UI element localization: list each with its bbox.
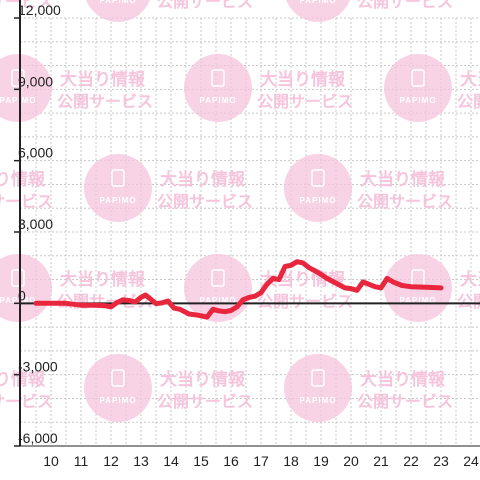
watermark-line1: 大当り情報 (460, 69, 480, 90)
label-layer: -6,000 -3,000 0 3,000 6,000 9,000 12,000 10 11 12… (18, 2, 479, 469)
watermark-circle (184, 254, 252, 322)
x-tick-label: 15 (193, 453, 209, 469)
watermark-line1: 大当り情報 (460, 269, 480, 290)
watermark-line2: 公開サービス (157, 192, 253, 211)
watermark-circle (84, 354, 152, 422)
y-tick-label: -6,000 (18, 430, 58, 446)
watermark-brand: PAPIMO (400, 96, 437, 105)
watermark-circle (86, 0, 150, 22)
watermark-circle (284, 354, 352, 422)
phone-icon (211, 269, 225, 287)
watermark-layer: PAPIMO大当り情報公開サービスPAPIMO大当り情報公開サービスPAPIMO… (0, 0, 480, 422)
y-tick-label: 3,000 (18, 216, 53, 232)
watermark-circle (384, 54, 452, 122)
phone-icon (11, 69, 25, 87)
phone-icon (111, 369, 125, 387)
x-tick-label: 22 (403, 453, 419, 469)
watermark-circle (84, 154, 152, 222)
x-tick-label: 11 (74, 453, 89, 469)
watermark-line1: 大当り情報 (360, 169, 446, 190)
watermark-line2: 公開サービス (0, 192, 53, 211)
watermark-line1: 大当り情報 (160, 369, 246, 390)
watermark-line1: 大当り情報 (60, 269, 146, 290)
watermark-brand: PAPIMO (100, 396, 137, 405)
x-tick-label: 14 (163, 453, 179, 469)
y-tick-label: 9,000 (18, 73, 53, 89)
series-line (33, 259, 444, 320)
watermark-line2: 公開サービス (357, 0, 453, 11)
watermark-brand: PAPIMO (200, 96, 237, 105)
watermark-line2: 公開サービス (357, 192, 453, 211)
phone-icon (211, 69, 225, 87)
watermark-line2: 公開サービス (457, 92, 480, 111)
watermark-circle (286, 0, 350, 22)
watermark-line2: 公開サービス (57, 92, 153, 111)
x-tick-label: 12 (103, 453, 119, 469)
x-tick-label: 23 (433, 453, 449, 469)
series-layer (33, 259, 444, 320)
phone-icon (411, 69, 425, 87)
x-tick-label: 20 (343, 453, 359, 469)
watermark-brand: PAPIMO (0, 96, 36, 105)
watermark-brand: PAPIMO (200, 296, 237, 305)
phone-icon (111, 169, 125, 187)
x-tick-label: 16 (223, 453, 239, 469)
watermark-line2: 公開サービス (257, 292, 353, 311)
watermark-brand: PAPIMO (300, 196, 337, 205)
x-tick-label: 24 (463, 453, 479, 469)
watermark-brand: PAPIMO (100, 0, 137, 5)
watermark-line1: 大当り情報 (0, 169, 46, 190)
watermark-circle (0, 254, 52, 322)
watermark-line1: 大当り情報 (360, 369, 446, 390)
watermark-line1: 大当り情報 (160, 169, 246, 190)
watermark-brand: PAPIMO (300, 0, 337, 5)
x-tick-label: 13 (133, 453, 149, 469)
watermark-line2: 公開サービス (157, 0, 253, 11)
x-tick-label: 18 (283, 453, 299, 469)
watermark-line2: 公開サービス (457, 292, 480, 311)
watermark-line2: 公開サービス (257, 92, 353, 111)
y-tick-label: -3,000 (18, 359, 58, 375)
x-tick-label: 19 (313, 453, 329, 469)
watermark-brand: PAPIMO (400, 296, 437, 305)
y-tick-label: 6,000 (18, 145, 53, 161)
phone-icon (11, 269, 25, 287)
phone-icon (311, 369, 325, 387)
watermark-circle (284, 154, 352, 222)
watermark-line2: 公開サービス (157, 392, 253, 411)
watermark-brand: PAPIMO (0, 296, 36, 305)
watermark-line2: 公開サービス (0, 392, 53, 411)
watermark-line1: 大当り情報 (260, 69, 346, 90)
y-tick-label: 12,000 (18, 2, 61, 18)
y-tick-label: 0 (18, 287, 26, 303)
watermark-circle (184, 54, 252, 122)
x-tick-label: 17 (253, 453, 269, 469)
watermark-line1: 大当り情報 (0, 369, 46, 390)
watermark-brand: PAPIMO (300, 396, 337, 405)
x-tick-label: 10 (43, 453, 59, 469)
watermark-line2: 公開サービス (0, 0, 53, 11)
watermark-line2: 公開サービス (357, 392, 453, 411)
x-tick-label: 21 (373, 453, 389, 469)
phone-icon (311, 169, 325, 187)
watermark-brand: PAPIMO (100, 196, 137, 205)
watermark-line1: 大当り情報 (60, 69, 146, 90)
